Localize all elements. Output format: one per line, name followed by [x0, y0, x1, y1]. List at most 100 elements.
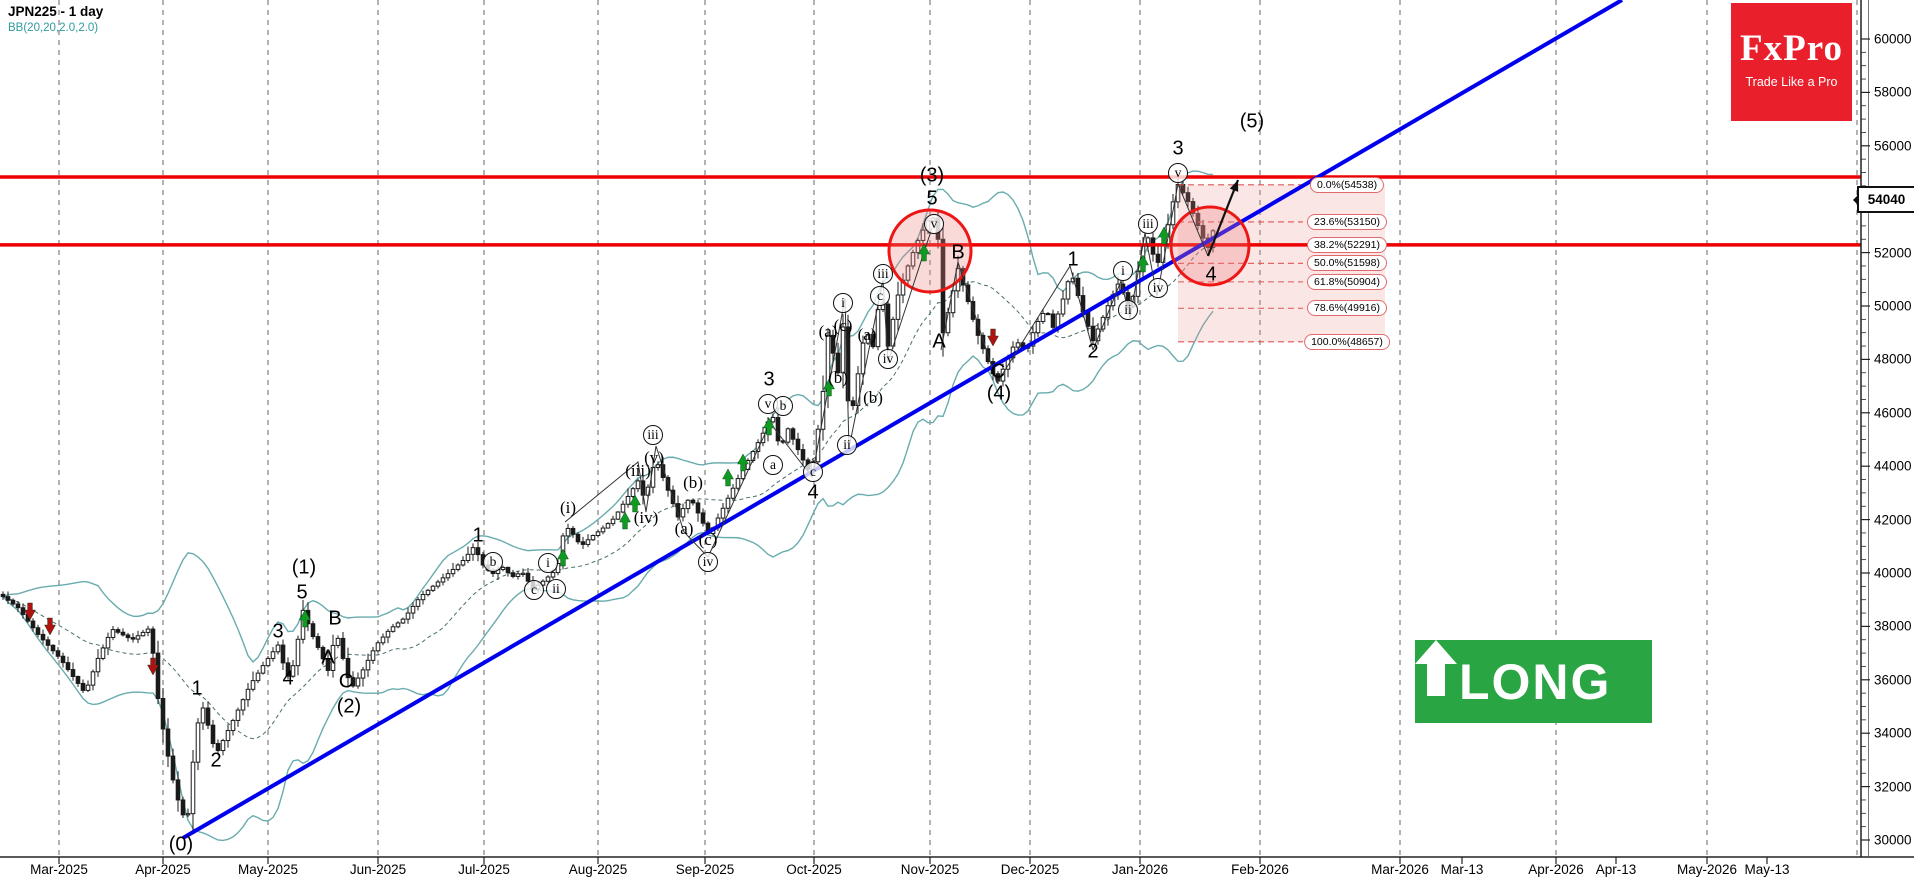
candle-body — [515, 573, 521, 577]
candle-body — [205, 707, 211, 726]
candle-body — [265, 657, 271, 667]
candle-body — [690, 499, 696, 504]
candle-body — [90, 671, 96, 686]
candle-body — [770, 416, 776, 423]
candle-body — [830, 334, 836, 354]
candle-body — [1050, 313, 1056, 328]
candle-body — [415, 599, 421, 607]
current-price-value: 54040 — [1867, 192, 1906, 207]
candle-body — [260, 665, 266, 674]
logo-wordmark: FxPro — [1740, 28, 1843, 69]
current-price-tag: 54040 — [1853, 186, 1914, 213]
buy-arrow-icon — [763, 417, 775, 436]
wave-connector — [564, 445, 709, 558]
candle-body — [755, 442, 761, 453]
candle-body — [1040, 312, 1046, 322]
candle-body — [295, 638, 301, 667]
candle-body — [320, 646, 326, 660]
candle-body — [30, 620, 36, 629]
candle-body — [820, 390, 826, 430]
candle-body — [920, 229, 926, 241]
candle-body — [355, 677, 361, 687]
candle-body — [235, 709, 241, 721]
candle-body — [730, 487, 736, 499]
wave-connector — [707, 227, 933, 558]
candle-body — [1075, 277, 1081, 297]
candle-body — [85, 684, 91, 691]
candle-body — [80, 682, 86, 691]
candle-body — [120, 631, 126, 636]
candle-body — [180, 799, 186, 816]
candle-body — [805, 459, 811, 470]
candle-body — [680, 508, 686, 518]
logo-tagline: Trade Like a Pro — [1745, 75, 1838, 89]
symbol-title: JPN225 - 1 day — [8, 4, 104, 19]
candle-body — [250, 680, 256, 690]
candle-body — [105, 636, 111, 649]
buy-arrow-icon — [557, 548, 569, 567]
candle-body — [425, 589, 431, 596]
candle-body — [155, 652, 161, 699]
candle-body — [140, 631, 146, 637]
candle-body — [1015, 342, 1021, 348]
candle-body — [510, 572, 516, 577]
candle-body — [840, 326, 846, 374]
candle-body — [45, 639, 51, 646]
candle-body — [395, 622, 401, 628]
candle-body — [725, 497, 731, 509]
candle-body — [635, 480, 641, 490]
buy-arrow-icon — [1158, 226, 1170, 245]
candle-body — [1060, 298, 1066, 315]
candle-body — [700, 512, 706, 524]
sell-arrow-icon — [44, 617, 56, 636]
candle-body — [970, 301, 976, 320]
candle-body — [240, 699, 246, 711]
candle-body — [70, 669, 76, 677]
candle-body — [675, 503, 681, 518]
candle-body — [190, 761, 196, 815]
candle-body — [790, 428, 796, 440]
candle-body — [835, 352, 841, 374]
candle-body — [430, 585, 436, 591]
buy-arrow-icon — [823, 378, 835, 397]
candle-body — [600, 527, 606, 533]
candle-body — [860, 342, 866, 375]
candle-body — [390, 626, 396, 632]
candle-body — [950, 290, 956, 314]
candle-body — [470, 547, 476, 555]
candle-body — [1185, 192, 1191, 203]
candle-body — [0, 593, 6, 598]
candle-body — [110, 629, 116, 638]
buy-arrow-icon — [619, 511, 631, 530]
candle-body — [905, 265, 911, 281]
candle-body — [550, 572, 556, 578]
candle-body — [645, 486, 651, 496]
candle-body — [325, 658, 331, 671]
candle-body — [460, 560, 466, 566]
candle-body — [35, 627, 41, 635]
candle-body — [220, 740, 226, 752]
candle-body — [855, 373, 861, 407]
candle-body — [185, 813, 191, 816]
candle-body — [435, 581, 441, 587]
candle-body — [1000, 368, 1006, 382]
sell-arrow-icon — [147, 657, 159, 676]
candle-body — [340, 637, 346, 659]
candle-body — [115, 629, 121, 633]
buy-arrow-icon — [918, 243, 930, 262]
highlight-circle — [887, 208, 973, 294]
candle-body — [285, 662, 291, 677]
candle-body — [170, 755, 176, 781]
fxpro-logo: FxPro Trade Like a Pro — [1731, 3, 1852, 121]
sell-arrow-icon — [24, 602, 36, 621]
candle-body — [620, 503, 626, 513]
candle-body — [605, 523, 611, 529]
candle-body — [350, 677, 356, 687]
candle-body — [490, 569, 496, 575]
candle-body — [610, 518, 616, 525]
candle-body — [720, 507, 726, 519]
candle-body — [545, 576, 551, 582]
candle-body — [315, 636, 321, 648]
